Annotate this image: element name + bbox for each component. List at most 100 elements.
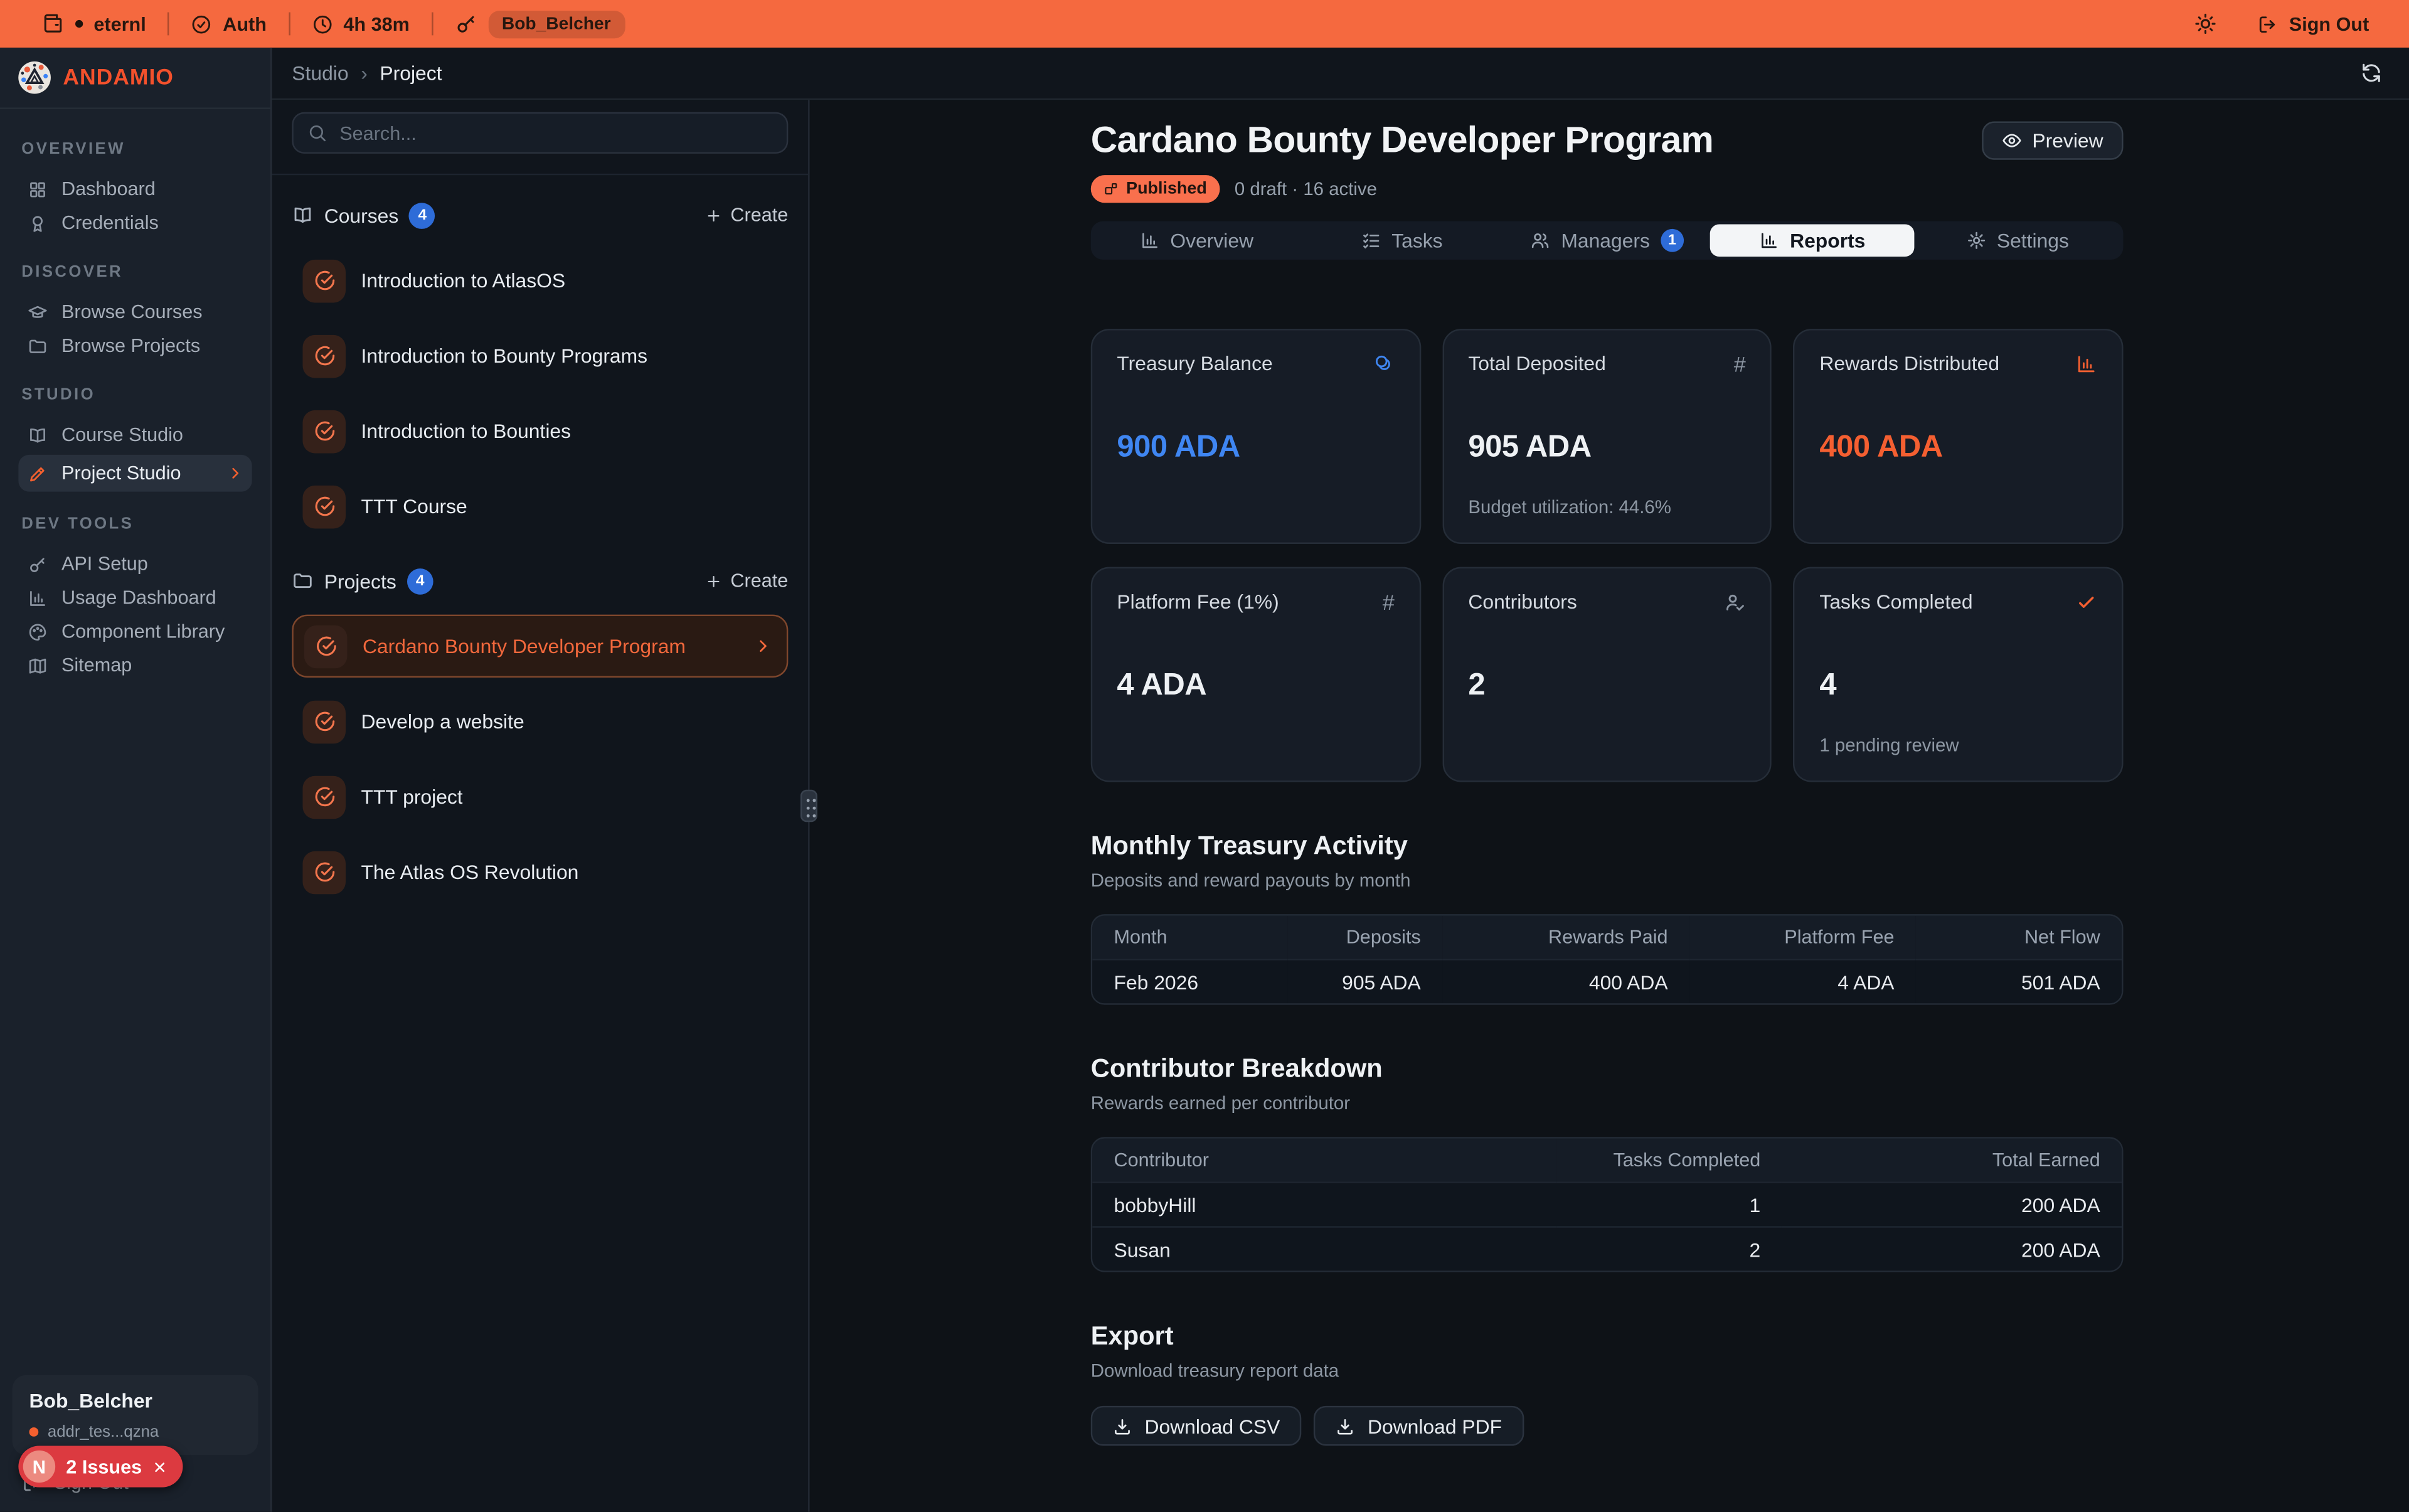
dev-issues-badge[interactable]: N 2 Issues: [18, 1445, 184, 1488]
sidebar-item-project-studio[interactable]: Project Studio: [18, 454, 252, 492]
course-tile: [302, 409, 346, 453]
sidebar-item-sitemap[interactable]: Sitemap: [18, 648, 252, 682]
issues-count-label: 2 Issues: [66, 1456, 142, 1477]
panel-resize-handle[interactable]: [800, 789, 817, 823]
sidebar-item-credentials[interactable]: Credentials: [18, 206, 252, 240]
divider: [288, 12, 290, 36]
sign-out-button[interactable]: Sign Out: [2257, 13, 2369, 35]
auth-label: Auth: [223, 13, 267, 35]
cell-tasks-completed: 1: [1555, 1181, 1782, 1227]
sidebar-item-browse-courses[interactable]: Browse Courses: [18, 295, 252, 329]
project-list-item[interactable]: TTT project: [292, 765, 788, 828]
project-list-item-active[interactable]: Cardano Bounty Developer Program: [292, 614, 789, 678]
create-project-button[interactable]: Create: [706, 570, 788, 592]
tab-tasks[interactable]: Tasks: [1299, 225, 1504, 257]
brand-header[interactable]: ANDAMIO: [0, 48, 271, 109]
table-header-row: Contributor Tasks Completed Total Earned: [1092, 1138, 2122, 1182]
section-label-studio: STUDIO: [21, 385, 96, 405]
stat-card-rewards-distributed: Rewards Distributed 400 ADA: [1793, 329, 2124, 544]
sidebar-item-component-library[interactable]: Component Library: [18, 615, 252, 649]
create-label: Create: [730, 204, 789, 226]
map-icon: [28, 655, 48, 675]
blocks-icon: [1103, 181, 1118, 196]
hash-icon: #: [1733, 351, 1746, 376]
stat-value: 400 ADA: [1819, 430, 1943, 464]
stat-card-contributors: Contributors 2: [1442, 567, 1772, 782]
session-time: 4h 38m: [343, 13, 410, 35]
circle-check-icon: [312, 710, 336, 733]
project-label: Develop a website: [361, 710, 524, 733]
breadcrumb-parent[interactable]: Studio: [292, 61, 349, 85]
sidebar-item-course-studio[interactable]: Course Studio: [18, 418, 252, 452]
course-label: Introduction to Bounty Programs: [361, 344, 648, 368]
course-list-item[interactable]: TTT Course: [292, 475, 788, 538]
search-input[interactable]: [292, 112, 789, 154]
refresh-icon[interactable]: [2360, 61, 2383, 85]
primary-sidebar: ANDAMIO OVERVIEW Dashboard Credentials D…: [0, 47, 272, 1512]
course-list-item[interactable]: Introduction to AtlasOS: [292, 249, 788, 312]
courses-count-badge: 4: [409, 202, 436, 228]
course-list-item[interactable]: Introduction to Bounty Programs: [292, 324, 788, 387]
top-bar-left: eternl Auth 4h 38m Bob_Belcher: [41, 9, 625, 38]
tab-managers[interactable]: Managers 1: [1504, 225, 1710, 257]
project-list-item[interactable]: Develop a website: [292, 690, 788, 753]
wallet-status-dot: [75, 19, 83, 28]
sidebar-item-label: Browse Projects: [61, 334, 201, 357]
auth-check-icon: [191, 13, 212, 35]
sidebar-item-api-setup[interactable]: API Setup: [18, 547, 252, 581]
stat-label: Treasury Balance: [1117, 351, 1273, 375]
sidebar-item-usage-dashboard[interactable]: Usage Dashboard: [18, 581, 252, 615]
tab-reports[interactable]: Reports: [1710, 224, 1915, 257]
tab-overview[interactable]: Overview: [1094, 225, 1299, 257]
stats-grid: Treasury Balance 900 ADA Total Deposited…: [1090, 329, 2124, 782]
bar-chart-icon: [1139, 230, 1159, 250]
circle-check-icon: [312, 495, 336, 518]
user-card[interactable]: Bob_Belcher addr_tes...qzna: [12, 1375, 258, 1456]
bar-chart-icon: [28, 588, 48, 608]
sidebar-item-label: Credentials: [61, 211, 159, 234]
username-pill[interactable]: Bob_Belcher: [487, 9, 625, 38]
stat-card-total-deposited: Total Deposited # 905 ADA Budget utiliza…: [1442, 329, 1772, 544]
top-bar: eternl Auth 4h 38m Bob_Belcher Sign Ou: [0, 0, 2409, 48]
courses-title: Courses: [324, 203, 399, 227]
download-pdf-button[interactable]: Download PDF: [1314, 1405, 1524, 1446]
download-csv-label: Download CSV: [1144, 1414, 1280, 1438]
course-label: Introduction to Bounties: [361, 419, 572, 443]
cell-total-earned: 200 ADA: [1782, 1226, 2122, 1271]
divider: [168, 12, 169, 36]
close-icon[interactable]: [152, 1459, 168, 1474]
sign-out-label: Sign Out: [2289, 13, 2369, 35]
download-csv-button[interactable]: Download CSV: [1090, 1405, 1302, 1446]
theme-toggle-icon[interactable]: [2194, 13, 2217, 36]
tab-label: Reports: [1790, 228, 1866, 252]
tab-label: Overview: [1170, 228, 1254, 252]
cell-rewards-paid: 400 ADA: [1442, 959, 1689, 1004]
sidebar-item-label: Dashboard: [61, 178, 156, 200]
sidebar-item-label: API Setup: [61, 553, 148, 575]
andamio-logo-icon: [17, 60, 52, 95]
course-list-item[interactable]: Introduction to Bounties: [292, 400, 788, 462]
preview-button[interactable]: Preview: [1981, 121, 2124, 160]
sidebar-nav: OVERVIEW Dashboard Credentials DISCOVER …: [0, 109, 270, 1375]
section-label-devtools: DEV TOOLS: [21, 514, 134, 533]
tab-settings[interactable]: Settings: [1915, 225, 2120, 257]
stat-value: 905 ADA: [1468, 430, 1592, 464]
cell-tasks-completed: 2: [1555, 1226, 1782, 1271]
stat-card-tasks-completed: Tasks Completed 4 1 pending review: [1793, 567, 2124, 782]
stat-value: 900 ADA: [1117, 430, 1240, 464]
stat-value: 4: [1819, 668, 1837, 703]
create-course-button[interactable]: Create: [706, 205, 788, 226]
contributor-breakdown-subtitle: Rewards earned per contributor: [1090, 1092, 1351, 1114]
auth-status[interactable]: Auth: [191, 13, 267, 35]
circle-check-icon: [312, 420, 336, 443]
sidebar-item-label: Browse Courses: [61, 301, 203, 323]
sidebar-item-dashboard[interactable]: Dashboard: [18, 172, 252, 206]
course-label: Introduction to AtlasOS: [361, 269, 566, 292]
project-list-item[interactable]: The Atlas OS Revolution: [292, 841, 788, 903]
wallet-status[interactable]: eternl: [41, 13, 146, 36]
hash-icon: #: [1382, 589, 1395, 614]
section-label-discover: DISCOVER: [21, 262, 124, 282]
user-identity[interactable]: Bob_Belcher: [454, 9, 625, 38]
sidebar-item-browse-projects[interactable]: Browse Projects: [18, 329, 252, 363]
